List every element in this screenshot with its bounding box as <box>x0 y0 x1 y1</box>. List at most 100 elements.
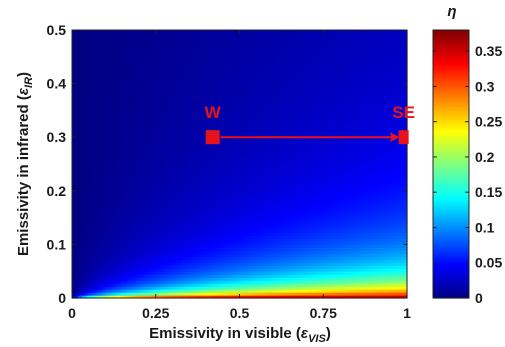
heatmap-cell <box>349 217 353 222</box>
heatmap-cell <box>96 166 101 171</box>
heatmap-cell <box>403 164 408 168</box>
heatmap-cell <box>391 190 396 195</box>
heatmap-cell <box>327 202 332 207</box>
heatmap-cell <box>72 286 76 290</box>
heatmap-cell <box>221 208 225 213</box>
heatmap-cell <box>355 244 359 248</box>
heatmap-cell <box>282 271 286 275</box>
heatmap-cell <box>303 166 308 171</box>
heatmap-cell <box>257 250 262 254</box>
heatmap-cell <box>376 166 381 171</box>
heatmap-cell <box>196 220 201 225</box>
heatmap-cell <box>364 229 369 234</box>
heatmap-cell <box>163 289 168 293</box>
heatmap-cell <box>349 274 353 278</box>
heatmap-cell <box>163 190 168 195</box>
heatmap-cell <box>123 265 128 269</box>
heatmap-cell <box>75 250 79 254</box>
heatmap-cell <box>288 259 292 263</box>
heatmap-cell <box>193 274 198 278</box>
heatmap-cell <box>105 250 110 254</box>
heatmap-cell <box>218 202 222 207</box>
heatmap-cell <box>78 220 82 225</box>
heatmap-cell <box>266 223 271 228</box>
heatmap-cell <box>224 259 228 263</box>
heatmap-cell <box>318 181 323 186</box>
heatmap-cell <box>315 181 320 186</box>
heatmap-cell <box>114 164 119 168</box>
heatmap-cell <box>239 280 244 284</box>
heatmap-cell <box>193 295 198 299</box>
heatmap-cell <box>206 178 210 183</box>
heatmap-cell <box>355 181 359 186</box>
heatmap-cell <box>114 217 119 222</box>
heatmap-cell <box>300 271 305 275</box>
heatmap-cell <box>196 172 201 177</box>
heatmap-cell <box>355 232 359 237</box>
heatmap-cell <box>154 247 158 251</box>
heatmap-cell <box>358 184 362 189</box>
heatmap-cell <box>309 223 314 228</box>
heatmap-cell <box>178 280 183 284</box>
heatmap-cell <box>397 268 402 272</box>
heatmap-cell <box>169 226 174 231</box>
heatmap-cell <box>346 187 350 192</box>
heatmap-cell <box>99 172 104 177</box>
heatmap-cell <box>111 262 116 266</box>
heatmap-cell <box>111 271 116 275</box>
heatmap-cell <box>196 238 201 243</box>
heatmap-cell <box>175 286 180 290</box>
heatmap-cell <box>151 289 155 293</box>
heatmap-cell <box>151 274 155 278</box>
heatmap-cell <box>172 211 177 216</box>
heatmap-cell <box>117 178 122 183</box>
heatmap-cell <box>142 226 146 231</box>
heatmap-cell <box>397 289 402 293</box>
heatmap-cell <box>294 181 298 186</box>
heatmap-cell <box>370 208 375 213</box>
heatmap-cell <box>84 214 88 219</box>
heatmap-cell <box>376 214 381 219</box>
heatmap-cell <box>206 295 210 299</box>
heatmap-cell <box>172 292 177 296</box>
heatmap-cell <box>126 196 131 201</box>
heatmap-cell <box>199 214 204 219</box>
heatmap-cell <box>105 175 110 180</box>
heatmap-cell <box>139 295 143 299</box>
heatmap-cell <box>157 238 161 243</box>
heatmap-cell <box>199 259 204 263</box>
heatmap-cell <box>157 292 161 296</box>
heatmap-cell <box>285 283 289 287</box>
heatmap-cell <box>206 250 210 254</box>
heatmap-cell <box>135 199 140 204</box>
heatmap-cell <box>169 268 174 272</box>
heatmap-cell <box>99 268 104 272</box>
heatmap-cell <box>175 196 180 201</box>
heatmap-cell <box>175 262 180 266</box>
heatmap-cell <box>102 253 107 257</box>
heatmap-cell <box>367 292 372 296</box>
heatmap-cell <box>239 190 244 195</box>
heatmap-cell <box>172 256 177 260</box>
heatmap-cell <box>117 292 122 296</box>
heatmap-cell <box>364 283 369 287</box>
heatmap-cell <box>135 181 140 186</box>
heatmap-cell <box>285 211 289 216</box>
heatmap-cell <box>75 241 79 245</box>
heatmap-cell <box>148 247 152 251</box>
heatmap-cell <box>236 268 241 272</box>
heatmap-cell <box>373 244 378 248</box>
heatmap-cell <box>391 214 396 219</box>
heatmap-cell <box>282 175 286 180</box>
heatmap-cell <box>233 166 238 171</box>
heatmap-cell <box>239 244 244 248</box>
heatmap-cell <box>148 256 152 260</box>
heatmap-cell <box>90 196 94 201</box>
heatmap-cell <box>93 196 97 201</box>
heatmap-cell <box>202 274 207 278</box>
heatmap-cell <box>400 280 405 284</box>
heatmap-cell <box>236 175 241 180</box>
heatmap-cell <box>288 247 292 251</box>
heatmap-cell <box>285 265 289 269</box>
heatmap-cell <box>166 178 171 183</box>
